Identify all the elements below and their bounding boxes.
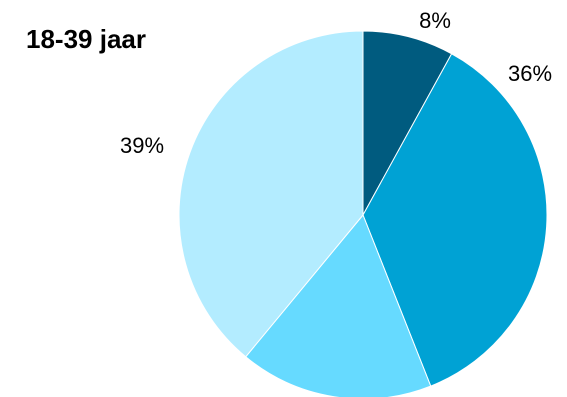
pie-slice-4: [178, 30, 364, 358]
pie-slice-2: [362, 53, 548, 387]
slice-label-4: 39%: [120, 133, 164, 158]
chart-title: 18-39 jaar: [26, 24, 146, 54]
slice-label-2: 36%: [508, 61, 552, 86]
pie-slices: [178, 30, 548, 397]
pie-labels: 8% 36% 39%: [120, 8, 552, 158]
slice-label-1: 8%: [419, 8, 451, 33]
pie-slice-1: [362, 30, 453, 216]
